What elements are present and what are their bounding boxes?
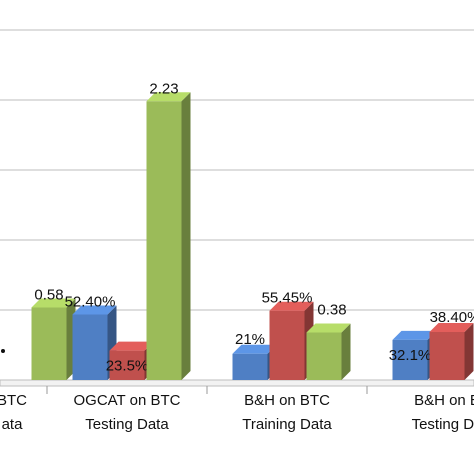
- data-label: 23.5%: [106, 358, 149, 375]
- bar-front: [429, 332, 465, 380]
- category-label: Training Data: [242, 416, 332, 433]
- bar-side: [181, 92, 191, 380]
- bar-top: [109, 341, 154, 351]
- category-label: B&H on B: [414, 392, 474, 409]
- category-label: OGCAT on BTC: [74, 392, 181, 409]
- data-label: 0.38: [317, 302, 346, 319]
- data-label: 21%: [235, 331, 265, 348]
- bar-top: [392, 330, 437, 340]
- bar-top: [269, 301, 314, 311]
- bar-side: [341, 323, 351, 380]
- bar-top: [72, 305, 117, 315]
- bar-front: [146, 101, 182, 380]
- bar-green: [146, 92, 191, 380]
- category-label: B&H on BTC: [244, 392, 330, 409]
- marker-dot: [1, 349, 5, 353]
- bar-green: [306, 323, 351, 380]
- bar-front: [109, 350, 145, 380]
- bar-side: [464, 323, 474, 380]
- category-label: Testing Da: [412, 416, 474, 433]
- bar-front: [392, 339, 428, 380]
- data-label: 38.40%: [430, 309, 474, 326]
- bar-red: [429, 323, 474, 380]
- category-label: Testing Data: [85, 416, 169, 433]
- bar-front: [232, 353, 268, 380]
- data-label: 0.58: [34, 287, 63, 304]
- bar-green: [31, 298, 76, 380]
- bar-front: [306, 332, 342, 380]
- data-label: 2.23: [149, 80, 178, 97]
- bar-front: [31, 307, 67, 380]
- data-label: 32.1%: [389, 347, 432, 364]
- category-label: ata: [2, 416, 24, 433]
- bar-top: [306, 323, 351, 333]
- chart-floor: [0, 379, 474, 387]
- bar-front: [72, 314, 108, 380]
- data-label: 52.40%: [65, 294, 116, 311]
- bar-top: [429, 323, 474, 332]
- category-label: BTC: [0, 392, 27, 409]
- bar-top: [31, 298, 76, 308]
- bar-front: [269, 310, 305, 380]
- bar-top: [232, 344, 277, 354]
- data-label: 55.45%: [262, 290, 313, 307]
- bar-top: [146, 92, 191, 102]
